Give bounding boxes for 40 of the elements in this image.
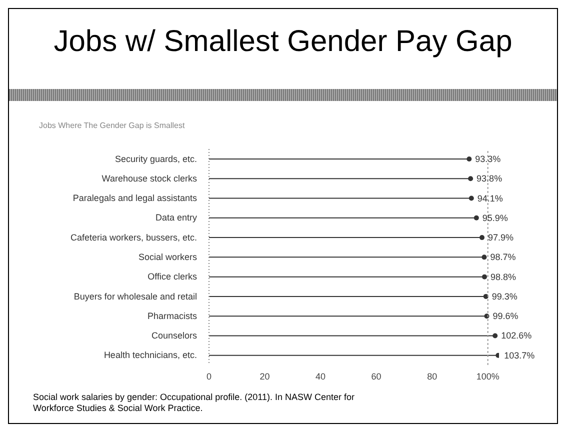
point bbox=[483, 294, 488, 299]
point bbox=[482, 254, 487, 260]
y-tick-label: Data entry bbox=[155, 212, 198, 223]
data-label: 102.6% bbox=[501, 330, 532, 341]
y-tick-label: Buyers for wholesale and retail bbox=[74, 291, 197, 302]
chart-title: Jobs w/ Smallest Gender Pay Gap bbox=[52, 24, 514, 60]
y-tick-label: Office clerks bbox=[148, 272, 198, 282]
data-label: 93.8% bbox=[476, 174, 502, 184]
y-tick-label: Health technicians, etc. bbox=[104, 350, 197, 360]
x-tick-label: 40 bbox=[316, 371, 326, 382]
data-label: 99.6% bbox=[492, 311, 518, 322]
data-label: 94.1% bbox=[477, 193, 503, 204]
x-tick-label: 60 bbox=[371, 371, 382, 382]
y-tick-label: Warehouse stock clerks bbox=[102, 173, 198, 184]
x-tick-label: 20 bbox=[260, 371, 270, 382]
text: Jobs Where The Gender Gap is Smallest bbox=[39, 121, 185, 130]
point bbox=[482, 274, 487, 280]
point bbox=[466, 156, 472, 162]
data-label: 98.7% bbox=[490, 252, 516, 262]
point bbox=[468, 176, 474, 182]
data-label: 99.3% bbox=[492, 291, 518, 302]
y-tick-label: Pharmacists bbox=[147, 310, 198, 321]
y-tick-label: Counselors bbox=[151, 330, 198, 341]
y-tick-label: Cafeteria workers, bussers, etc. bbox=[70, 232, 197, 242]
y-tick-label: Paralegals and legal assistants bbox=[72, 193, 198, 204]
x-tick-label: 0 bbox=[206, 371, 212, 382]
x-tick-label: 80 bbox=[427, 371, 438, 382]
y-tick-label: Social workers bbox=[138, 252, 198, 262]
point bbox=[468, 196, 474, 201]
point bbox=[479, 235, 484, 240]
data-label: 93.3% bbox=[475, 154, 501, 164]
data-label: 98.8% bbox=[490, 272, 516, 282]
text: Social work salaries by gender: Occupational profile. (2011). In NASW Center for Workforce Studies & Social Work Practice. bbox=[33, 392, 356, 414]
data-label: 95.9% bbox=[482, 212, 508, 223]
y-tick-label: Security guards, etc. bbox=[114, 154, 197, 164]
data-label: 97.9% bbox=[488, 232, 514, 243]
point bbox=[474, 215, 479, 220]
point bbox=[492, 333, 498, 338]
data-label: 103.7% bbox=[504, 350, 535, 360]
x-tick-label: 100% bbox=[476, 371, 500, 382]
